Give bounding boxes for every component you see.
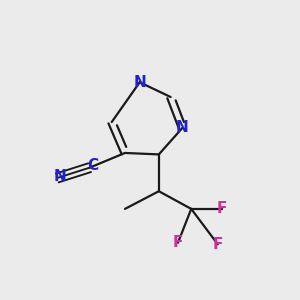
Text: F: F [217,201,227,216]
Text: C: C [88,158,99,173]
Text: N: N [133,75,146,90]
Text: F: F [212,237,223,252]
Text: F: F [173,235,183,250]
Text: N: N [53,169,66,184]
Text: N: N [176,120,189,135]
